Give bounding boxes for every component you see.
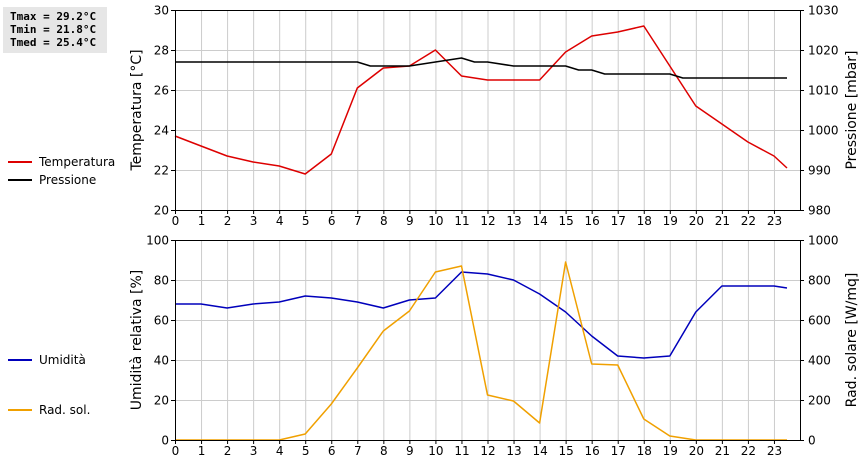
legend-label-pressione: Pressione [39,173,97,187]
panel1-x-tick-label: 1 [198,214,206,228]
panel1-x-tick-label: 22 [741,214,756,228]
legend-swatch-pressione [8,179,32,181]
legend-label-temperatura: Temperatura [39,155,116,169]
stat-tmax: Tmax = 29.2°C [10,10,97,23]
panel1-y-left-tick-label: 28 [154,44,169,58]
panel1-y-left-axis-label: Temperatura [°C] [129,49,145,171]
panel1-x-tick-label: 0 [172,214,180,228]
panel2-x-tick-label: 11 [454,444,469,458]
panel1-y-left-tick-label: 22 [154,164,169,178]
panel1-x-tick-label: 8 [380,214,388,228]
panel2-x-tick-label: 5 [302,444,310,458]
panel2-x-tick-label: 18 [637,444,652,458]
panel2-y-left-axis-label: Umidità relativa [%] [129,270,145,411]
panel2-x-tick-label: 16 [585,444,600,458]
legend-swatch-umidita [8,359,32,361]
panel1-plot-frame [175,10,801,211]
panel2-y-left-tick-label: 20 [154,394,169,408]
panel1-y-left-tick-label: 30 [154,4,169,18]
panel1-x-tick-label: 11 [454,214,469,228]
panel2-x-tick-label: 8 [380,444,388,458]
panel2-x-tick-label: 1 [198,444,206,458]
panel2-x-tick-label: 15 [558,444,573,458]
panel1-x-tick-label: 12 [480,214,495,228]
panel2-x-tick-label: 13 [506,444,521,458]
panel2-x-tick-label: 9 [406,444,414,458]
legend-label-umidita: Umidità [39,353,86,367]
panel1-x-tick-label: 9 [406,214,414,228]
panel1-y-right-tick-label: 1020 [808,44,839,58]
legend-label-rad-sol: Rad. sol. [39,403,91,417]
panel2-x-tick-label: 14 [532,444,547,458]
stat-tmed: Tmed = 25.4°C [10,36,97,49]
panel2-x-tick-label: 3 [250,444,258,458]
panel2-x-tick-label: 22 [741,444,756,458]
panel1-x-tick-label: 3 [250,214,258,228]
panel2-y-right-tick-label: 600 [808,314,831,328]
panel1-x-tick-label: 6 [328,214,336,228]
panel1-y-right-tick-label: 1000 [808,124,839,138]
panel2-x-tick-label: 23 [767,444,782,458]
panel2-x-tick-label: 2 [224,444,232,458]
panel2-y-left-tick-label: 100 [146,234,169,248]
panel2-x-tick-label: 7 [354,444,362,458]
stats-box: Tmax = 29.2°C Tmin = 21.8°C Tmed = 25.4°… [3,7,107,53]
panel1-x-tick-label: 21 [715,214,730,228]
panel1-y-left-tick-label: 20 [154,204,169,218]
panel2-y-right-axis-label: Rad. solare [W/mq] [844,273,860,408]
panel1-y-right-tick-label: 1030 [808,4,839,18]
panel1-x-tick-label: 23 [767,214,782,228]
panel1-x-tick-label: 16 [585,214,600,228]
panel2-series-rad-sol-line [175,261,787,441]
panel1-x-tick-label: 10 [428,214,443,228]
panel2-x-tick-label: 0 [172,444,180,458]
panel1-x-tick-label: 17 [611,214,626,228]
panel1-x-tick-label: 19 [663,214,678,228]
panel1-series-pressione-line [175,57,787,79]
panel2-y-left-tick-label: 40 [154,354,169,368]
panel2-y-right-tick-label: 1000 [808,234,839,248]
panel1-x-tick-label: 14 [532,214,547,228]
panel2-x-tick-label: 6 [328,444,336,458]
panel1-x-tick-label: 15 [558,214,573,228]
panel2-y-right-tick-label: 0 [808,434,816,448]
legend-swatch-rad-sol [8,409,32,411]
panel1-y-left-tick-label: 26 [154,84,169,98]
panel2-y-right-tick-label: 400 [808,354,831,368]
panel1-x-tick-label: 7 [354,214,362,228]
panel1-x-tick-label: 20 [689,214,704,228]
panel2-plot-frame [175,240,801,441]
panel1-y-right-axis-label: Pressione [mbar] [844,50,860,169]
legend-swatch-temperatura [8,161,32,163]
panel1-y-right-tick-label: 980 [808,204,831,218]
panel1-x-tick-label: 5 [302,214,310,228]
panel2-y-right-tick-label: 200 [808,394,831,408]
panel2-x-tick-label: 20 [689,444,704,458]
panel1-x-tick-label: 4 [276,214,284,228]
panel2-x-tick-label: 17 [611,444,626,458]
panel2-x-tick-label: 4 [276,444,284,458]
panel2-series-umidit-line [175,271,788,359]
panel1-x-tick-label: 18 [637,214,652,228]
panel1-y-left-tick-label: 24 [154,124,169,138]
panel2-y-left-tick-label: 60 [154,314,169,328]
stat-tmin: Tmin = 21.8°C [10,23,97,36]
panel2-x-tick-label: 12 [480,444,495,458]
panel1-series-temperatura-line [174,25,788,175]
panel1-x-tick-label: 2 [224,214,232,228]
panel2-y-right-tick-label: 800 [808,274,831,288]
panel2-x-tick-label: 10 [428,444,443,458]
panel2-x-tick-label: 19 [663,444,678,458]
panel1-y-right-tick-label: 990 [808,164,831,178]
panel2-x-tick-label: 21 [715,444,730,458]
panel2-y-left-tick-label: 0 [161,434,169,448]
panel1-y-right-tick-label: 1010 [808,84,839,98]
panel2-y-left-tick-label: 80 [154,274,169,288]
panel1-x-tick-label: 13 [506,214,521,228]
